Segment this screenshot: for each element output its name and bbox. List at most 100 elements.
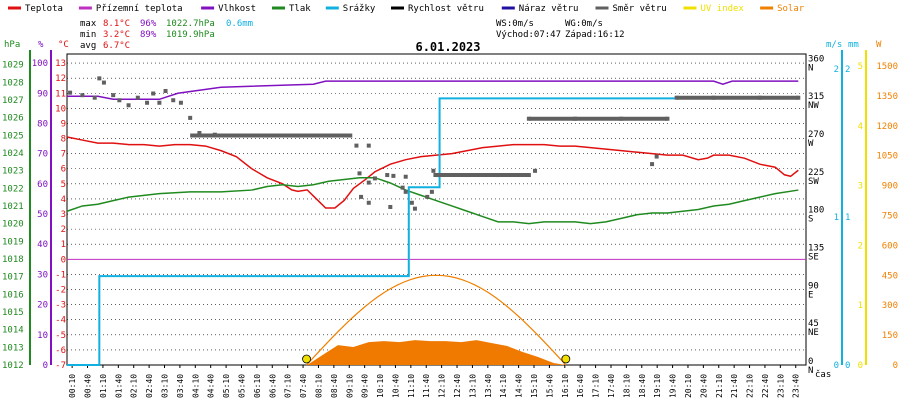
pressure-tick-label: 1016 bbox=[2, 290, 24, 300]
temp-tick-label: -4 bbox=[55, 316, 66, 326]
x-tick-label: 09:10 bbox=[345, 374, 354, 398]
solar-tick-label: 600 bbox=[882, 241, 898, 251]
wind-direction-point bbox=[151, 91, 156, 96]
solar-tick-label: 1500 bbox=[876, 62, 898, 72]
wind-direction-point bbox=[372, 176, 377, 181]
x-tick-label: 07:40 bbox=[299, 374, 308, 398]
wind-ms-tick-label: 1 bbox=[834, 213, 839, 223]
pressure-tick-label: 1019 bbox=[2, 237, 24, 247]
temp-tick-label: 1 bbox=[61, 240, 66, 250]
x-tick-label: 13:10 bbox=[468, 374, 477, 398]
axes: 00:10 00:40 01:10 01:40 02:10 02:40 03:10 03:40… bbox=[2, 50, 898, 398]
wind-dir-deg-label: 270 bbox=[808, 130, 824, 140]
wind-direction-point bbox=[68, 90, 73, 95]
wind-direction-point bbox=[359, 194, 364, 199]
wind-dir-deg-label: 225 bbox=[808, 168, 824, 178]
x-tick-label: 04:40 bbox=[207, 374, 216, 398]
x-axis-unit-label: čas bbox=[815, 369, 831, 380]
temp-tick-label: 12 bbox=[55, 74, 66, 84]
uv-tick-label: 4 bbox=[858, 122, 863, 132]
wind-direction-point bbox=[126, 103, 131, 108]
x-tick-label: 21:40 bbox=[730, 374, 739, 398]
stat-max-rain: 0.6mm bbox=[226, 19, 253, 29]
humidity-tick-label: 10 bbox=[37, 331, 48, 341]
humidity-tick-label: 90 bbox=[37, 89, 48, 99]
plot-area bbox=[66, 76, 801, 366]
wind-direction-point bbox=[188, 115, 193, 120]
wind-direction-point bbox=[354, 143, 359, 148]
x-tick-label: 05:10 bbox=[222, 374, 231, 398]
temp-tick-label: -1 bbox=[55, 270, 66, 280]
wind-direction-point bbox=[650, 162, 655, 167]
x-tick-label: 18:40 bbox=[638, 374, 647, 398]
chart-date-title: 6.01.2023 bbox=[415, 40, 480, 54]
rain-mm-tick-label: 2 bbox=[845, 65, 850, 75]
wind-direction-point bbox=[357, 171, 362, 176]
wind-dir-compass-label: W bbox=[808, 139, 814, 149]
wind-direction-point bbox=[366, 143, 371, 148]
wind-direction-point bbox=[163, 88, 168, 93]
pressure-tick-label: 1020 bbox=[2, 220, 24, 230]
pressure-tick-label: 1015 bbox=[2, 308, 24, 318]
x-tick-label: 09:40 bbox=[361, 374, 370, 398]
wind-direction-point bbox=[391, 173, 396, 178]
wind-dir-deg-label: 180 bbox=[808, 206, 824, 216]
stat-max-temp: 8.1°C bbox=[103, 19, 130, 29]
wind-direction-point bbox=[111, 93, 116, 98]
wind-direction-point bbox=[97, 76, 102, 81]
unit-mm-label: mm bbox=[848, 40, 859, 50]
stat-min-humidity: 89% bbox=[140, 30, 157, 40]
pressure-tick-label: 1021 bbox=[2, 202, 24, 212]
solar-tick-label: 450 bbox=[882, 271, 898, 281]
stat-wind-speed: WS:0m/s bbox=[496, 19, 534, 29]
x-tick-label: 11:10 bbox=[407, 374, 416, 398]
x-tick-label: 01:10 bbox=[99, 374, 108, 398]
pressure-tick-label: 1028 bbox=[2, 78, 24, 88]
legend-label-1: Přízemní teplota bbox=[96, 4, 183, 14]
unit-hpa-label: hPa bbox=[4, 40, 20, 50]
temp-tick-label: 7 bbox=[61, 150, 66, 160]
stat-max-humidity: 96% bbox=[140, 19, 157, 29]
grid bbox=[66, 53, 807, 368]
sunset-marker bbox=[561, 354, 571, 364]
series-line-sr-ky bbox=[67, 97, 799, 366]
legend-label-8: UV index bbox=[701, 4, 745, 14]
x-tick-label: 10:10 bbox=[376, 374, 385, 398]
pressure-tick-label: 1012 bbox=[2, 361, 24, 371]
x-tick-label: 06:10 bbox=[253, 374, 262, 398]
x-tick-label: 01:40 bbox=[114, 374, 123, 398]
wind-direction-point bbox=[117, 98, 122, 103]
stat-min-label: min bbox=[80, 30, 96, 40]
legend-label-5: Rychlost větru bbox=[408, 4, 484, 14]
wind-direction-point bbox=[178, 100, 183, 105]
wind-direction-point bbox=[388, 204, 393, 209]
x-tick-label: 10:40 bbox=[391, 374, 400, 398]
stat-max-label: max bbox=[80, 19, 97, 29]
wind-direction-point bbox=[431, 168, 436, 173]
x-tick-label: 03:10 bbox=[161, 374, 170, 398]
uv-tick-label: 3 bbox=[858, 182, 863, 192]
x-tick-label: 18:10 bbox=[622, 374, 631, 398]
series-line-teplota bbox=[66, 136, 799, 209]
wind-ms-tick-label: 0 bbox=[834, 361, 839, 371]
x-tick-label: 00:40 bbox=[84, 374, 93, 398]
x-tick-label: 02:10 bbox=[130, 374, 139, 398]
wind-direction-point bbox=[171, 98, 176, 103]
x-tick-label: 12:40 bbox=[453, 374, 462, 398]
x-tick-label: 02:40 bbox=[145, 374, 154, 398]
stat-sunrise: Východ:07:47 bbox=[496, 30, 561, 40]
uv-tick-label: 0 bbox=[858, 361, 863, 371]
stat-avg-temp: 6.7°C bbox=[103, 41, 130, 51]
pressure-tick-label: 1026 bbox=[2, 114, 24, 124]
humidity-tick-label: 40 bbox=[37, 240, 48, 250]
wind-dir-compass-label: NE bbox=[808, 328, 819, 338]
wind-direction-point bbox=[429, 189, 434, 194]
wind-dir-deg-label: 135 bbox=[808, 244, 824, 254]
humidity-tick-label: 100 bbox=[32, 59, 48, 69]
wind-direction-point bbox=[403, 174, 408, 179]
humidity-tick-label: 30 bbox=[37, 270, 48, 280]
x-tick-label: 14:10 bbox=[499, 374, 508, 398]
temp-tick-label: -7 bbox=[55, 361, 66, 371]
series-line-tlak bbox=[66, 176, 799, 225]
